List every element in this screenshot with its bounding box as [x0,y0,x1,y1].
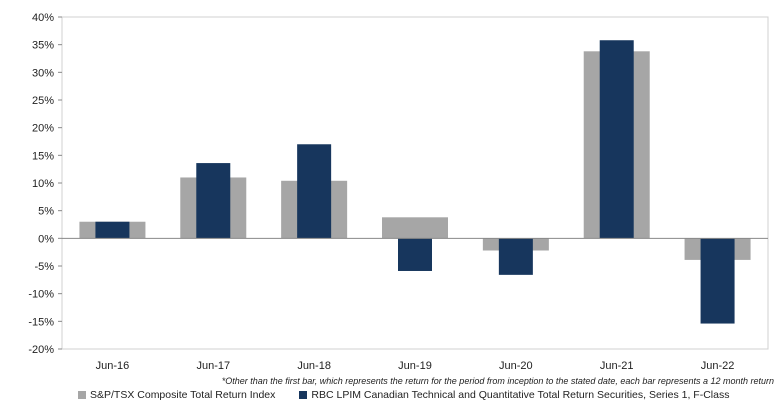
x-tick-label: Jun-16 [96,360,130,372]
footnote: *Other than the first bar, which represe… [221,376,774,386]
plot-area [61,16,769,350]
bar-fund [498,238,533,275]
y-tick-label: 20% [32,123,54,135]
y-tick-label: 40% [32,12,54,24]
bar-fund [297,144,332,239]
bar-index [382,217,448,239]
y-tick-label: -10% [28,289,54,301]
y-tick-label: 5% [38,206,54,218]
y-tick-label: 15% [32,150,54,162]
x-tick-label: Jun-19 [398,360,432,372]
bar-fund [700,238,735,324]
legend-item-index: S&P/TSX Composite Total Return Index [78,389,275,401]
x-tick-label: Jun-18 [297,360,331,372]
y-tick-label: 35% [32,40,54,52]
x-tick-label: Jun-21 [600,360,634,372]
legend: S&P/TSX Composite Total Return Index RBC… [78,389,753,401]
x-tick-label: Jun-17 [196,360,230,372]
y-tick-label: 10% [32,178,54,190]
legend-item-fund: RBC LPIM Canadian Technical and Quantita… [299,389,729,401]
y-tick-label: 30% [32,67,54,79]
bar-fund [196,163,231,239]
y-tick-label: -5% [34,261,54,273]
bar-fund [95,221,130,239]
x-tick-label: Jun-22 [701,360,735,372]
bar-fund [398,238,432,271]
legend-swatch-index [78,391,86,399]
legend-label-fund: RBC LPIM Canadian Technical and Quantita… [311,389,730,401]
y-tick-label: -20% [28,344,54,356]
legend-label-index: S&P/TSX Composite Total Return Index [90,389,276,401]
y-tick-label: 0% [38,233,54,245]
bar-fund [599,40,634,239]
legend-swatch-fund [299,391,308,399]
x-tick-label: Jun-20 [499,360,533,372]
y-tick-label: 25% [32,95,54,107]
y-tick-label: -15% [28,316,54,328]
